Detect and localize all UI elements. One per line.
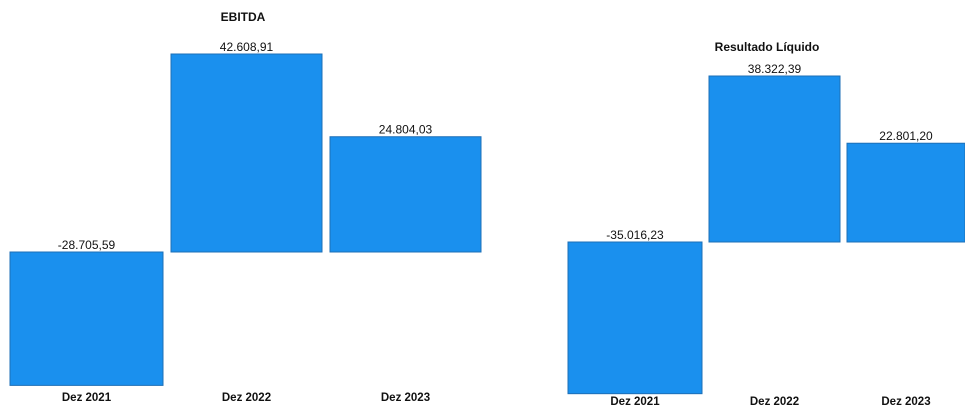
bar-dez-2023 [846, 142, 965, 243]
bar-dez-2022 [708, 75, 841, 243]
bar-dez-2022 [170, 53, 323, 253]
x-tick-label-dez-2023: Dez 2023 [381, 392, 430, 404]
ebitda-chart: EBITDA -28.705,59 Dez 2021 42.608,91 Dez 202… [9, 10, 482, 404]
data-label-dez-2022: 38.322,39 [748, 62, 802, 76]
data-label-dez-2022: 42.608,91 [220, 40, 274, 54]
bar-dez-2021 [9, 251, 164, 386]
x-tick-label-dez-2022: Dez 2022 [750, 396, 799, 408]
x-tick-label-dez-2021: Dez 2021 [610, 396, 660, 408]
x-tick-label-dez-2022: Dez 2022 [222, 392, 271, 404]
data-label-dez-2023: 24.804,03 [379, 123, 433, 137]
data-label-dez-2023: 22.801,20 [879, 129, 933, 143]
x-tick-label-dez-2023: Dez 2023 [881, 396, 930, 408]
chart-title: EBITDA [221, 10, 266, 24]
bar-dez-2021 [567, 241, 703, 395]
data-label-dez-2021: -35.016,23 [606, 228, 664, 242]
data-label-dez-2021: -28.705,59 [58, 238, 116, 252]
chart-title: Resultado Líquido [715, 40, 820, 54]
x-tick-label-dez-2021: Dez 2021 [62, 392, 112, 404]
bar-dez-2023 [329, 136, 482, 253]
resultado-liquido-chart: Resultado Líquido -35.016,23 Dez 2021 38.32… [567, 40, 965, 408]
